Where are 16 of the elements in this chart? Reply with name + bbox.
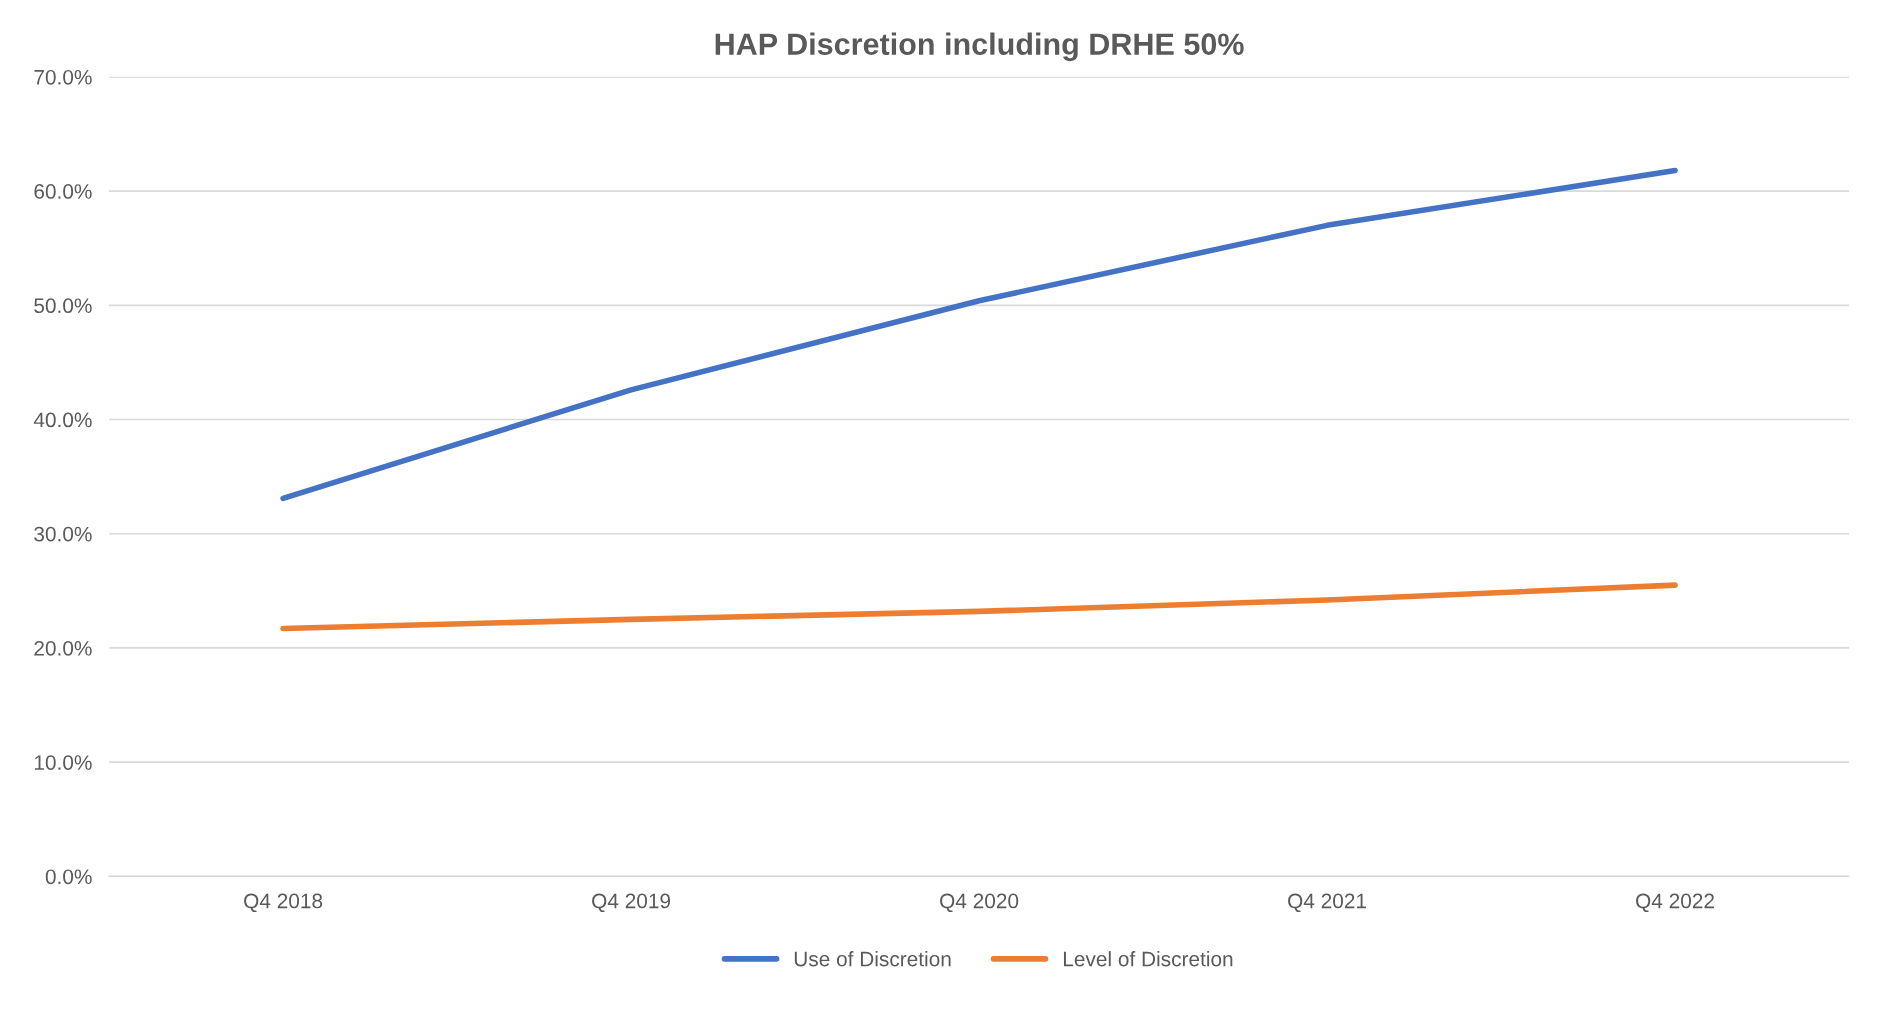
legend-label: Use of Discretion bbox=[794, 951, 951, 967]
y-tick-label: 60.0% bbox=[34, 184, 92, 199]
x-tick-label: Q4 2021 bbox=[1288, 893, 1366, 913]
x-tick-label: Q4 2018 bbox=[244, 893, 323, 913]
x-tick-label: Q4 2022 bbox=[1636, 893, 1714, 913]
y-tick-label: 10.0% bbox=[34, 755, 92, 770]
y-tick-label: 40.0% bbox=[33, 412, 92, 428]
x-tick-label: Q4 2020 bbox=[940, 893, 1019, 913]
y-tick-label: 30.0% bbox=[34, 526, 92, 542]
x-tick-label: Q4 2019 bbox=[592, 893, 671, 913]
y-tick-label: 20.0% bbox=[34, 640, 92, 656]
y-tick-label: 70.0% bbox=[34, 69, 92, 85]
legend-label: Level of Discretion bbox=[1063, 951, 1233, 967]
chart-title: HAP Discretion including DRHE 50% bbox=[715, 32, 1244, 62]
y-tick-label: 0.0% bbox=[45, 869, 92, 885]
y-tick-label: 50.0% bbox=[34, 298, 92, 314]
